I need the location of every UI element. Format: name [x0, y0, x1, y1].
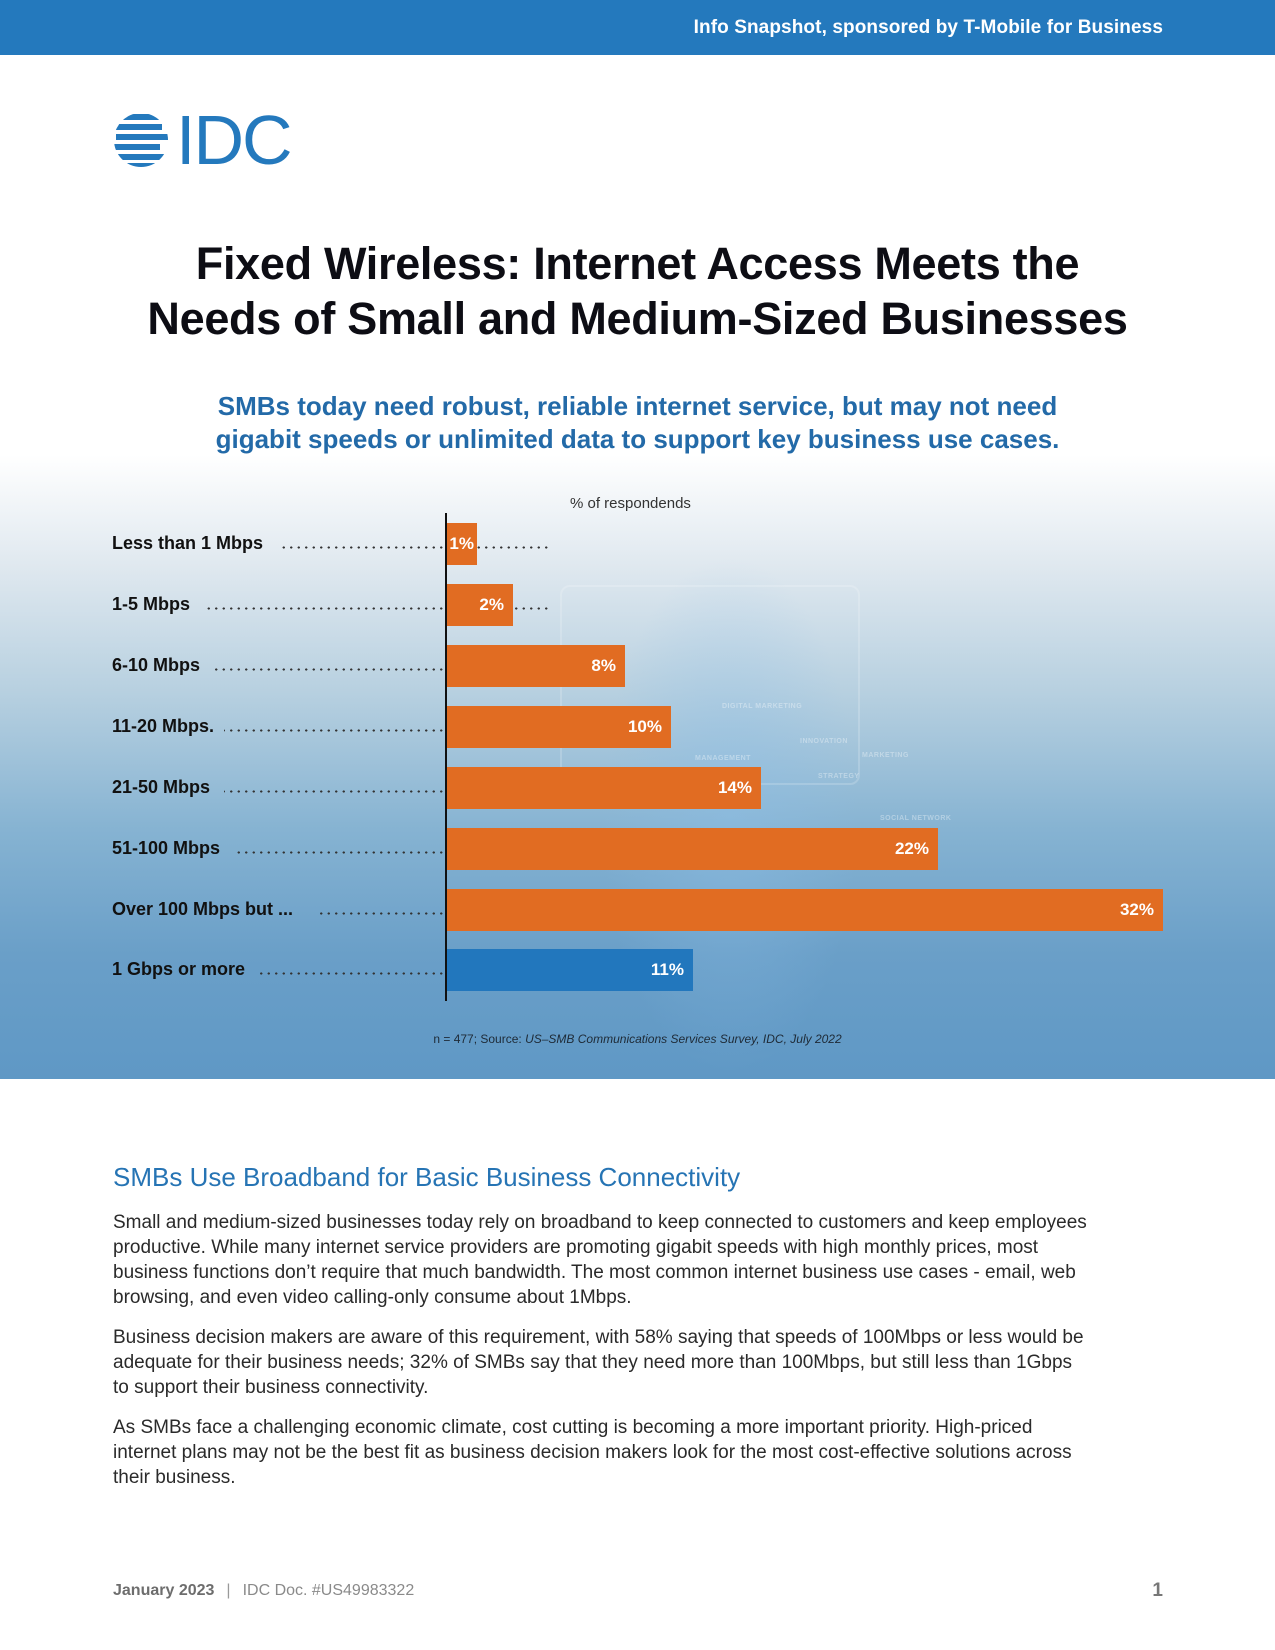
page-number: 1 [1152, 1580, 1163, 1601]
bar: 1% [447, 523, 477, 565]
chart-row: Less than 1 Mbps 1% [112, 523, 1212, 565]
body-paragraph: As SMBs face a challenging economic clim… [113, 1417, 1072, 1488]
row-label: 1-5 Mbps [112, 594, 191, 614]
bar: 32% [447, 889, 1163, 931]
background-decoration: MANAGEMENT [695, 755, 751, 762]
leader-dots [320, 912, 550, 915]
chart-row: 11-20 Mbps. 10% [112, 706, 1212, 748]
row-label: Over 100 Mbps but ... [112, 899, 294, 919]
axis-caption: % of respondends [570, 495, 691, 512]
bar-value: 10% [627, 717, 662, 736]
source-title: US–SMB Communications Services Survey, I… [525, 1032, 842, 1046]
row-label: Less than 1 Mbps [112, 533, 264, 553]
page-title: Fixed Wireless: Internet Access Meets th… [0, 236, 1275, 346]
sponsor-banner: Info Snapshot, sponsored by T-Mobile for… [0, 0, 1275, 55]
sponsor-text: Info Snapshot, sponsored by T-Mobile for… [693, 17, 1163, 38]
row-label: 21-50 Mbps [112, 777, 211, 797]
bar: 8% [447, 645, 625, 687]
subtitle-line-1: SMBs today need robust, reliable interne… [217, 391, 1058, 421]
background-decoration: INNOVATION [800, 738, 848, 745]
title-line-1: Fixed Wireless: Internet Access Meets th… [195, 238, 1080, 289]
leader-dots [280, 546, 550, 549]
bar-value: 22% [894, 839, 929, 858]
bar: 14% [447, 767, 761, 809]
title-line-2: Needs of Small and Medium-Sized Business… [147, 293, 1128, 344]
leader-dots [234, 851, 550, 854]
source-prefix: n = 477; Source: [433, 1032, 526, 1046]
chart-row: 51-100 Mbps 22% [112, 828, 1212, 870]
striped-globe-icon [114, 114, 168, 167]
page-footer: January 2023 | IDC Doc. #US49983322 [113, 1582, 414, 1600]
footer-separator: | [226, 1582, 231, 1599]
leader-dots [224, 729, 550, 732]
bar-value: 14% [717, 778, 752, 797]
background-decoration: MARKETING [862, 752, 909, 759]
chart-row: 21-50 Mbps 14% [112, 767, 1212, 809]
bar: 11% [447, 949, 693, 991]
section-heading: SMBs Use Broadband for Basic Business Co… [113, 1162, 741, 1192]
chart-row: 6-10 Mbps 8% [112, 645, 1212, 687]
row-label: 51-100 Mbps [112, 838, 221, 858]
bar: 2% [447, 584, 513, 626]
chart-row: Over 100 Mbps but ... 32% [112, 889, 1212, 931]
bar-value: 11% [650, 960, 684, 979]
subtitle-line-2: gigabit speeds or unlimited data to supp… [215, 424, 1060, 454]
bar-value: 32% [1119, 900, 1154, 919]
bar-value: 1% [449, 534, 474, 553]
leader-dots [224, 790, 550, 793]
background-decoration: SOCIAL NETWORK [880, 815, 952, 822]
chart-row: 1-5 Mbps 2% [112, 584, 1212, 626]
chart-row: 1 Gbps or more 11% [112, 949, 1212, 991]
idc-logo: IDC [112, 101, 293, 179]
footer-date: January 2023 [113, 1582, 215, 1599]
chart-source-note: n = 477; Source: US–SMB Communications S… [0, 1032, 1275, 1046]
bar: 22% [447, 828, 938, 870]
background-decoration: STRATEGY [818, 773, 860, 780]
leader-dots [258, 972, 550, 975]
leader-dots [204, 607, 550, 610]
row-label: 6-10 Mbps [112, 655, 201, 675]
row-label: 11-20 Mbps. [112, 716, 215, 736]
chart-axis-line [445, 513, 447, 1001]
body-paragraph: Small and medium-sized businesses today … [113, 1212, 1087, 1308]
body-paragraph: Business decision makers are aware of th… [113, 1327, 1084, 1398]
bar-value: 2% [479, 595, 504, 614]
footer-doc-id: IDC Doc. #US49983322 [242, 1582, 415, 1599]
bar: 10% [447, 706, 671, 748]
leader-dots [212, 668, 550, 671]
page-subtitle: SMBs today need robust, reliable interne… [0, 390, 1275, 456]
background-decoration: DIGITAL MARKETING [722, 703, 803, 710]
row-label: 1 Gbps or more [112, 959, 246, 979]
logo-wordmark: IDC [176, 101, 293, 179]
bar-value: 8% [591, 656, 616, 675]
